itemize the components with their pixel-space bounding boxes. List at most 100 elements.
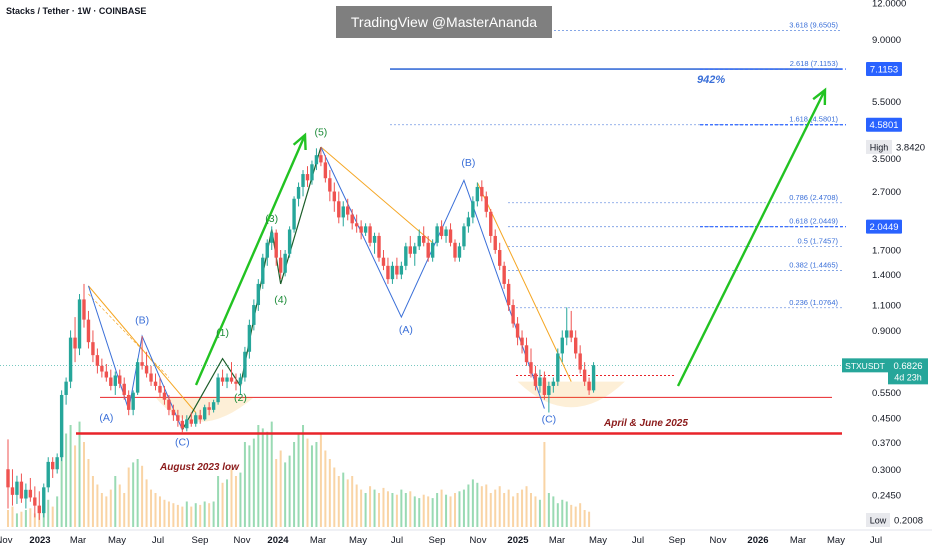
candle-body — [28, 489, 33, 498]
volume-bar — [427, 496, 430, 527]
candle-body — [323, 162, 328, 179]
volume-bar — [574, 506, 577, 527]
candle-body — [194, 415, 198, 424]
volume-bar — [552, 496, 555, 527]
fib-level-label: 0.236 (1.0764) — [789, 298, 838, 307]
candle-body — [274, 232, 278, 258]
y-tick-label: 0.4500 — [872, 414, 901, 425]
x-tick-label: May — [108, 535, 126, 546]
candle-body — [363, 226, 368, 233]
abc-wave-path — [320, 146, 545, 409]
volume-bar — [91, 476, 94, 527]
y-tick-label: 0.2450 — [872, 490, 901, 501]
volume-bar — [538, 499, 541, 527]
trend-line-inner — [88, 293, 170, 378]
fib-level-label: 0.786 (2.4708) — [789, 193, 838, 202]
volume-bar — [445, 494, 448, 527]
candle-body — [64, 381, 68, 395]
wave-label: (1) — [216, 327, 229, 339]
volume-bar — [525, 486, 528, 527]
overlay-layer — [0, 87, 842, 435]
candle-body — [301, 174, 305, 187]
volume-bar — [498, 486, 501, 527]
y-tick-label: 1.7000 — [872, 246, 901, 257]
volume-bar — [310, 445, 313, 527]
x-tick-label: Mar — [549, 535, 565, 546]
price-axis-panel — [846, 0, 932, 550]
candle-body — [506, 283, 511, 306]
volume-bar — [208, 503, 211, 527]
volume-bar — [154, 493, 157, 527]
candle-body — [435, 226, 439, 243]
volume-bar — [454, 493, 456, 527]
y-tick-label: 5.5000 — [872, 97, 901, 108]
y-tick-label: 2.7000 — [872, 187, 901, 198]
volume-bar — [257, 425, 260, 527]
trend-line-2024 — [320, 146, 433, 244]
candle-body — [167, 399, 171, 410]
candle-body — [10, 487, 15, 495]
volume-bar — [24, 510, 27, 527]
volume-bar — [565, 501, 568, 527]
volume-bar — [221, 482, 224, 527]
volume-bar — [400, 489, 403, 527]
candle-body — [113, 375, 117, 386]
y-tick-label: 9.0000 — [872, 35, 901, 46]
x-tick-label: May — [827, 535, 845, 546]
candle-body — [498, 250, 502, 266]
volume-bar — [239, 472, 242, 527]
candle-body — [33, 497, 37, 506]
candle-body — [582, 369, 587, 382]
candle-body — [51, 461, 55, 470]
volume-bar — [324, 450, 327, 527]
candle-body — [216, 377, 220, 403]
candle-body — [180, 420, 185, 429]
volume-bar — [346, 479, 349, 527]
volume-bar — [449, 496, 452, 527]
y-tick-label: 0.3000 — [872, 465, 901, 476]
volume-bar — [105, 496, 108, 527]
impulse-wave-path — [181, 146, 322, 431]
volume-bar — [543, 442, 546, 527]
candle-body — [131, 392, 135, 410]
volume-bar — [288, 455, 291, 527]
high-tag-bg — [866, 139, 892, 154]
x-tick-label: May — [589, 535, 607, 546]
volume-bar — [378, 493, 381, 527]
candle-body — [15, 481, 19, 495]
volume-bar — [190, 506, 193, 527]
volume-bar — [462, 489, 465, 527]
current-price-label: 0.6826 — [893, 361, 922, 372]
volume-bar — [11, 506, 14, 527]
candle-body — [520, 337, 524, 346]
price-badge-label: 4.5801 — [869, 120, 898, 131]
wave-label: (A) — [99, 412, 113, 424]
volume-bar — [261, 428, 264, 527]
volume-bar — [485, 484, 488, 527]
candle-body — [404, 246, 408, 266]
volume-bar — [494, 489, 497, 527]
candle-body — [484, 196, 488, 212]
volume-bar — [20, 511, 23, 527]
x-tick-label: Nov — [0, 535, 13, 546]
candle-body — [354, 223, 359, 227]
candle-body — [381, 257, 386, 266]
candle-body — [256, 283, 261, 306]
candle-body — [578, 353, 582, 370]
volume-bar — [422, 494, 425, 527]
x-tick-label: Jul — [632, 535, 644, 546]
candle-body — [426, 242, 430, 258]
volume-bar — [226, 479, 229, 527]
candle-body — [305, 174, 310, 181]
y-tick-label: 0.5500 — [872, 388, 901, 399]
candle-body — [118, 375, 122, 384]
volume-bar — [87, 459, 90, 527]
volume-bar — [123, 493, 126, 527]
candle-body — [185, 419, 189, 429]
volume-bar — [467, 484, 470, 527]
x-tick-label: 2026 — [747, 535, 768, 546]
candle-body — [310, 164, 314, 181]
fib-level-label: 1.618 (4.5801) — [789, 115, 838, 124]
volume-bar — [529, 493, 532, 527]
